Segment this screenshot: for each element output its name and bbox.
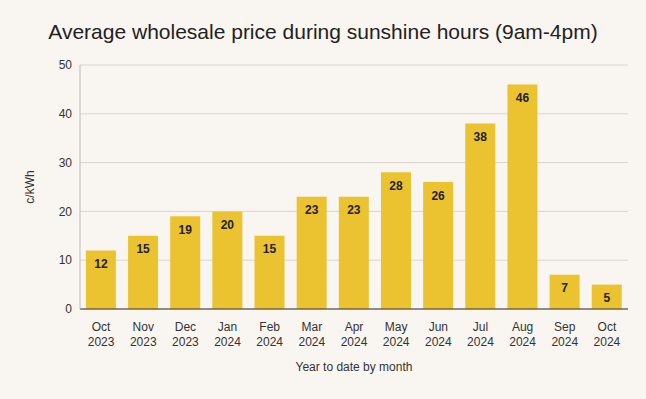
svg-text:Sep2024: Sep2024 [551,320,578,349]
svg-text:May2024: May2024 [383,320,410,349]
html-text:Average wholesale price during: Average wholesale price during sunshine … [48,20,598,43]
svg-text:26: 26 [431,189,445,203]
svg-text:10: 10 [59,253,73,267]
svg-text:Feb2024: Feb2024 [256,320,283,349]
svg-text:20: 20 [221,218,235,232]
svg-text:c/kWh: c/kWh [23,170,37,203]
svg-text:15: 15 [136,242,150,256]
svg-text:Mar2024: Mar2024 [298,320,325,349]
svg-text:Dec2023: Dec2023 [172,320,199,349]
svg-text:7: 7 [561,281,568,295]
svg-text:40: 40 [59,107,73,121]
svg-text:Oct2023: Oct2023 [88,320,115,349]
svg-text:30: 30 [59,156,73,170]
svg-text:46: 46 [516,91,530,105]
svg-text:38: 38 [474,130,488,144]
svg-text:Jan2024: Jan2024 [214,320,241,349]
svg-text:5: 5 [603,291,610,305]
svg-text:23: 23 [305,203,319,217]
svg-text:28: 28 [389,179,403,193]
svg-text:50: 50 [59,58,73,72]
svg-text:Oct2024: Oct2024 [594,320,621,349]
svg-text:19: 19 [179,223,193,237]
svg-text:12: 12 [94,257,108,271]
svg-text:Apr2024: Apr2024 [341,320,368,349]
svg-text:0: 0 [65,302,72,316]
svg-text:20: 20 [59,205,73,219]
svg-text:23: 23 [347,203,361,217]
svg-text:Year to date by month: Year to date by month [296,360,413,374]
svg-text:15: 15 [263,242,277,256]
svg-text:Jul2024: Jul2024 [467,320,494,349]
svg-text:Nov2023: Nov2023 [130,320,157,349]
svg-text:Aug2024: Aug2024 [509,320,536,349]
svg-text:Jun2024: Jun2024 [425,320,452,349]
